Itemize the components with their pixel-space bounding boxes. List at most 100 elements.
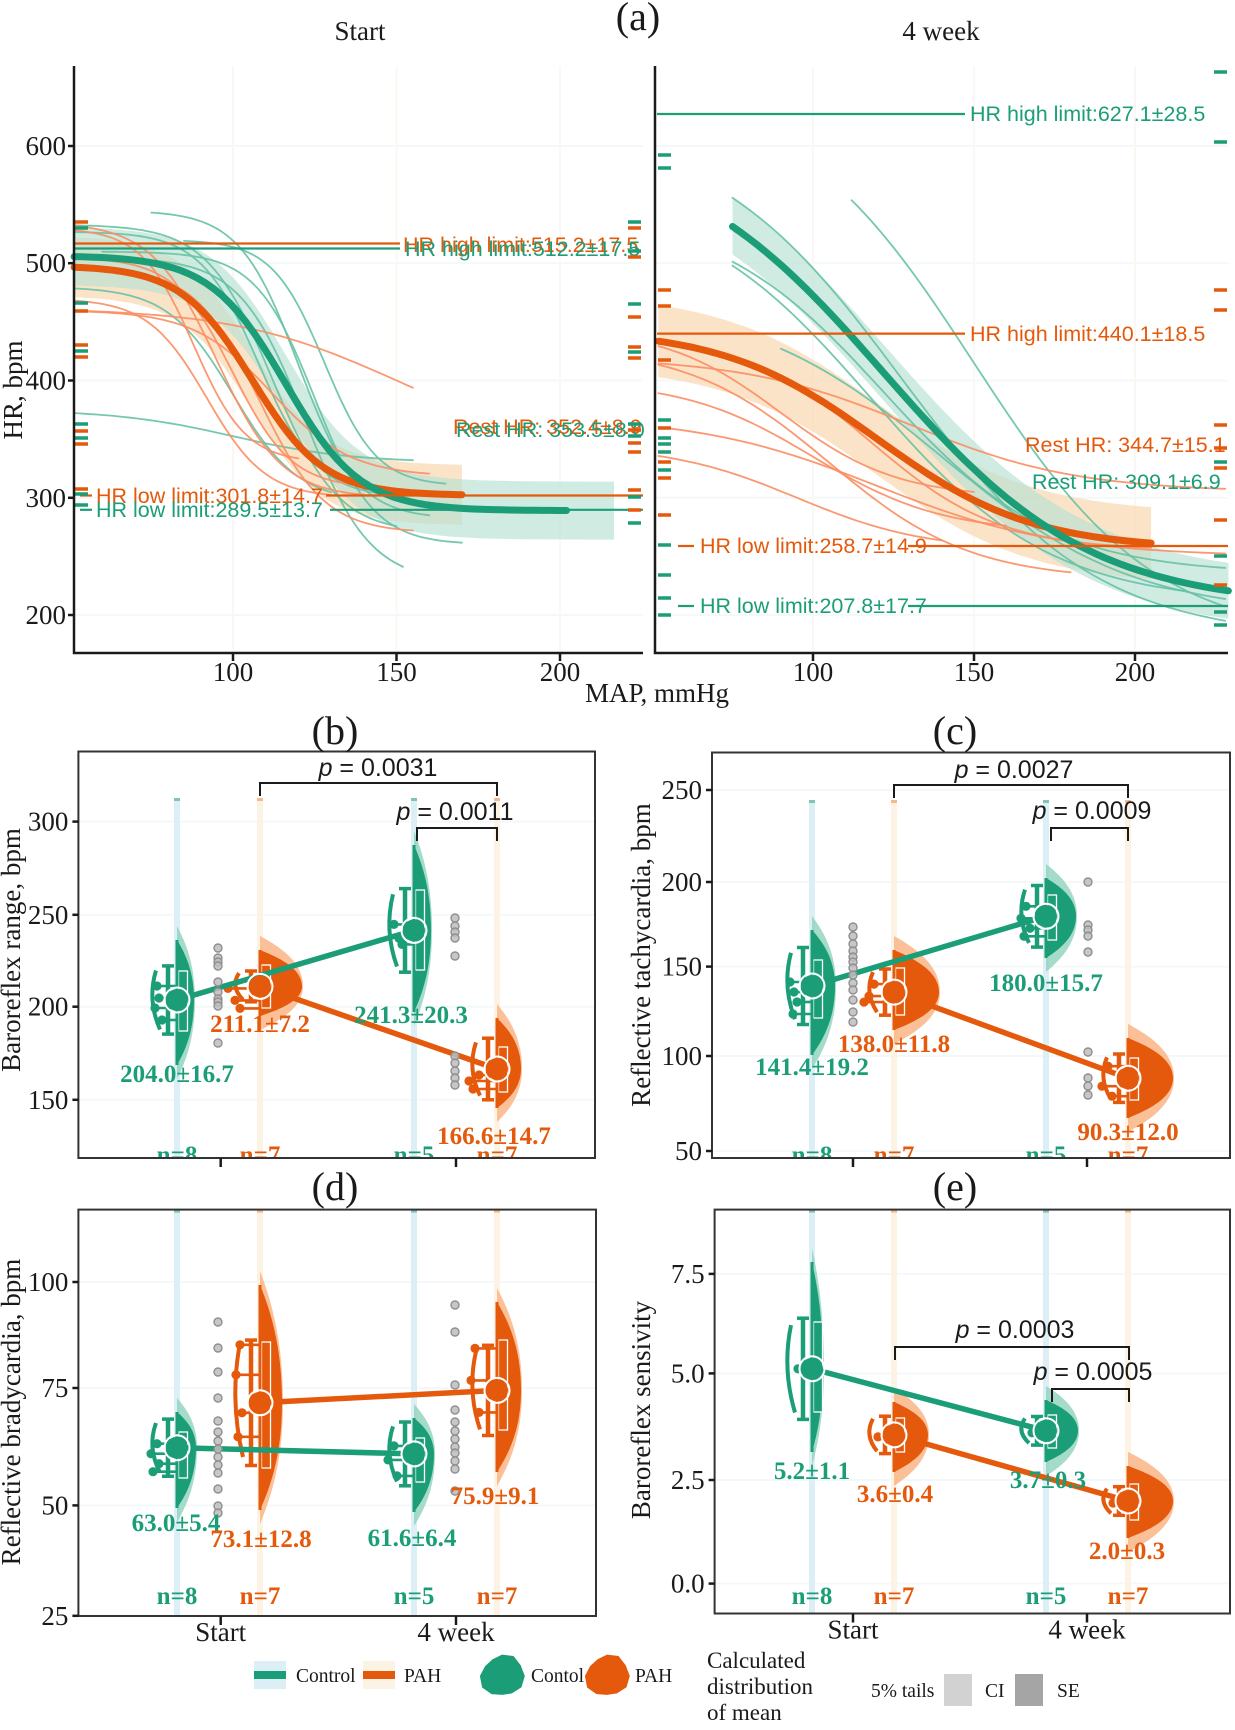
svg-text:2.5: 2.5 <box>671 1465 705 1495</box>
svg-text:HR low limit:289.5±13.7: HR low limit:289.5±13.7 <box>96 498 323 522</box>
svg-text:n=7: n=7 <box>874 1142 915 1169</box>
svg-text:of mean: of mean <box>707 1700 782 1725</box>
svg-text:HR high limit:512.2±17.5: HR high limit:512.2±17.5 <box>405 237 640 261</box>
svg-text:150: 150 <box>954 657 995 687</box>
svg-text:3.7±0.3: 3.7±0.3 <box>1010 1467 1086 1494</box>
svg-text:200: 200 <box>28 992 69 1022</box>
svg-text:500: 500 <box>26 248 67 278</box>
svg-text:100: 100 <box>213 657 254 687</box>
svg-text:200: 200 <box>662 867 703 897</box>
svg-text:CI: CI <box>985 1681 1005 1702</box>
svg-text:n=5: n=5 <box>394 1583 435 1610</box>
svg-text:61.6±6.4: 61.6±6.4 <box>368 1525 457 1552</box>
svg-text:(b): (b) <box>312 708 359 753</box>
svg-text:166.6±14.7: 166.6±14.7 <box>437 1123 551 1150</box>
svg-text:241.3±20.3: 241.3±20.3 <box>354 1002 468 1029</box>
svg-text:p = 0.0031: p = 0.0031 <box>318 754 438 782</box>
svg-text:73.1±12.8: 73.1±12.8 <box>210 1526 311 1553</box>
svg-text:141.4±19.2: 141.4±19.2 <box>755 1054 869 1081</box>
svg-text:n=8: n=8 <box>157 1583 198 1610</box>
svg-text:150: 150 <box>376 657 417 687</box>
svg-text:MAP, mmHg: MAP, mmHg <box>585 678 729 708</box>
svg-text:Rest HR: 344.7±15.1: Rest HR: 344.7±15.1 <box>1025 433 1226 457</box>
svg-text:Start: Start <box>828 1615 879 1645</box>
svg-text:4 week: 4 week <box>1048 1615 1126 1645</box>
svg-text:(e): (e) <box>933 1164 977 1209</box>
svg-text:n=5: n=5 <box>1026 1142 1067 1169</box>
svg-text:138.0±11.8: 138.0±11.8 <box>838 1031 950 1058</box>
svg-text:SE: SE <box>1057 1681 1080 1702</box>
svg-text:5.2±1.1: 5.2±1.1 <box>774 1458 850 1485</box>
svg-text:(c): (c) <box>933 708 977 753</box>
svg-text:250: 250 <box>662 775 703 805</box>
svg-text:5% tails: 5% tails <box>871 1681 934 1702</box>
svg-text:100: 100 <box>28 1267 69 1297</box>
svg-text:HR high limit:440.1±18.5: HR high limit:440.1±18.5 <box>970 322 1205 346</box>
svg-text:p = 0.0005: p = 0.0005 <box>1033 1358 1153 1386</box>
svg-text:90.3±12.0: 90.3±12.0 <box>1077 1119 1178 1146</box>
svg-text:n=7: n=7 <box>477 1583 518 1610</box>
svg-text:p = 0.0009: p = 0.0009 <box>1032 797 1152 825</box>
svg-text:PAH: PAH <box>404 1666 441 1687</box>
svg-text:100: 100 <box>662 1041 703 1071</box>
svg-text:Baroreflex sensivity: Baroreflex sensivity <box>626 1300 656 1519</box>
svg-text:HR, bpm: HR, bpm <box>0 340 28 439</box>
svg-text:25: 25 <box>41 1601 68 1631</box>
svg-text:n=5: n=5 <box>394 1142 435 1169</box>
svg-text:300: 300 <box>26 483 67 513</box>
svg-text:p = 0.0003: p = 0.0003 <box>955 1316 1075 1344</box>
svg-text:2.0±0.3: 2.0±0.3 <box>1089 1538 1165 1565</box>
svg-text:n=7: n=7 <box>240 1142 281 1169</box>
svg-text:Rest HR: 352.4±8.9: Rest HR: 352.4±8.9 <box>453 415 642 439</box>
svg-text:n=7: n=7 <box>1108 1583 1149 1610</box>
svg-text:n=7: n=7 <box>477 1142 518 1169</box>
svg-text:Start: Start <box>335 16 386 46</box>
svg-text:HR low limit:301.8±14.7: HR low limit:301.8±14.7 <box>96 484 323 508</box>
svg-text:200: 200 <box>1115 657 1156 687</box>
svg-text:HR high limit:627.1±28.5: HR high limit:627.1±28.5 <box>970 102 1205 126</box>
svg-text:150: 150 <box>28 1085 69 1115</box>
svg-text:75: 75 <box>41 1373 68 1403</box>
svg-text:Calculated: Calculated <box>707 1648 806 1673</box>
svg-text:200: 200 <box>26 600 67 630</box>
svg-text:Rest HR: 309.1±6.9: Rest HR: 309.1±6.9 <box>1032 470 1221 494</box>
svg-text:400: 400 <box>26 366 67 396</box>
svg-text:Contol: Contol <box>531 1666 585 1687</box>
svg-text:HR low limit:258.7±14.9: HR low limit:258.7±14.9 <box>700 534 927 558</box>
svg-text:(a): (a) <box>616 0 660 39</box>
svg-text:PAH: PAH <box>635 1666 672 1687</box>
svg-text:Rest HR: 353.5±8.0: Rest HR: 353.5±8.0 <box>456 418 645 442</box>
svg-text:n=8: n=8 <box>792 1142 833 1169</box>
svg-text:n=8: n=8 <box>157 1142 198 1169</box>
svg-text:Control: Control <box>296 1666 356 1687</box>
svg-text:4 week: 4 week <box>417 1617 495 1647</box>
svg-text:50: 50 <box>675 1136 702 1166</box>
svg-text:75.9±9.1: 75.9±9.1 <box>451 1483 540 1510</box>
svg-text:distribution: distribution <box>707 1674 814 1699</box>
svg-text:n=8: n=8 <box>792 1583 833 1610</box>
svg-text:Reflective tachycardia, bpm: Reflective tachycardia, bpm <box>626 803 656 1107</box>
svg-text:n=7: n=7 <box>874 1583 915 1610</box>
svg-text:4 week: 4 week <box>902 16 980 46</box>
svg-text:Start: Start <box>195 1617 246 1647</box>
svg-text:Reflective bradycardia, bpm: Reflective bradycardia, bpm <box>0 1259 26 1566</box>
svg-text:150: 150 <box>662 952 703 982</box>
svg-text:100: 100 <box>793 657 834 687</box>
svg-text:180.0±15.7: 180.0±15.7 <box>989 970 1103 997</box>
svg-text:211.1±7.2: 211.1±7.2 <box>210 1011 310 1038</box>
svg-text:Baroreflex range, bpm: Baroreflex range, bpm <box>0 828 26 1072</box>
svg-text:300: 300 <box>28 807 69 837</box>
svg-text:50: 50 <box>41 1490 68 1520</box>
svg-text:n=7: n=7 <box>1108 1142 1149 1169</box>
svg-text:600: 600 <box>26 131 67 161</box>
svg-text:204.0±16.7: 204.0±16.7 <box>120 1061 234 1088</box>
svg-text:0.0: 0.0 <box>671 1569 705 1599</box>
svg-text:p = 0.0027: p = 0.0027 <box>954 756 1074 784</box>
svg-text:250: 250 <box>28 900 69 930</box>
svg-text:5.0: 5.0 <box>671 1358 705 1388</box>
svg-text:(d): (d) <box>312 1164 359 1209</box>
svg-text:200: 200 <box>540 657 581 687</box>
svg-text:n=7: n=7 <box>240 1583 281 1610</box>
svg-text:n=5: n=5 <box>1026 1583 1067 1610</box>
svg-text:HR high limit:515.2±17.5: HR high limit:515.2±17.5 <box>403 233 638 257</box>
